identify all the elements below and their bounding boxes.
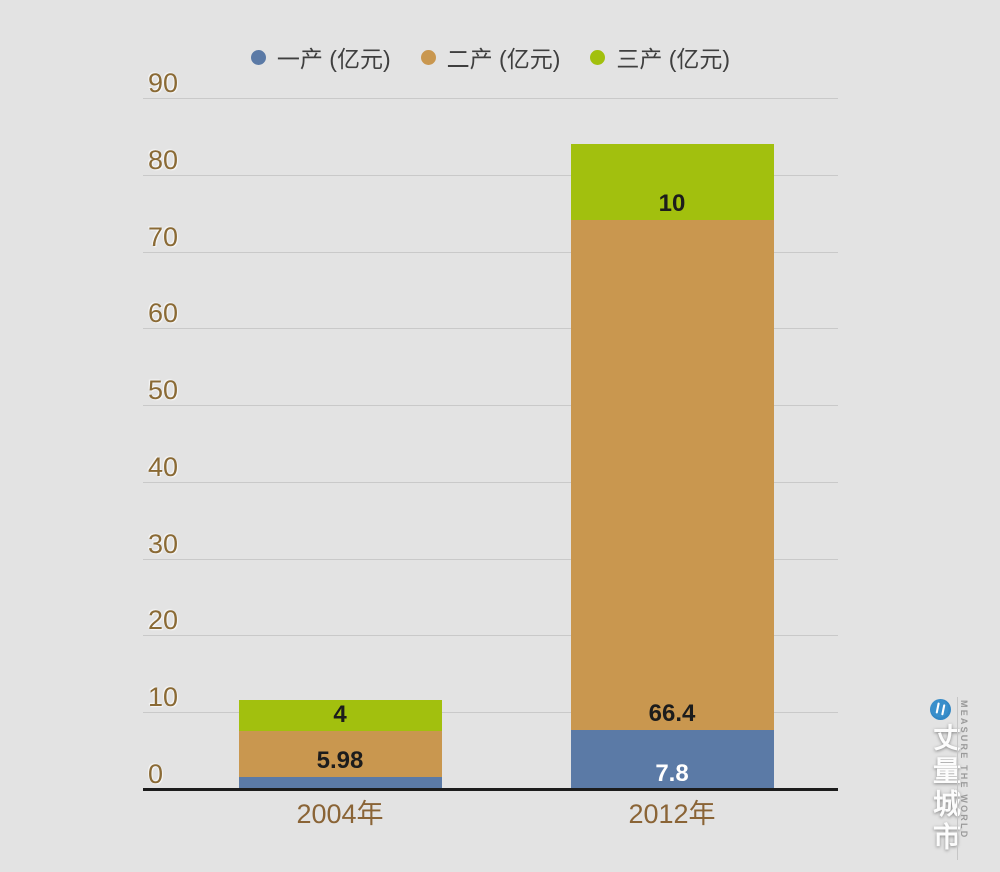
gridline	[143, 328, 838, 329]
bar-data-label: 4	[333, 701, 347, 728]
gridline	[143, 712, 838, 713]
legend-item: 三产 (亿元)	[590, 40, 730, 74]
gridline	[143, 482, 838, 483]
legend-marker-icon	[420, 49, 436, 65]
x-axis-category-label: 2012年	[628, 799, 716, 829]
legend-marker-icon	[250, 49, 266, 65]
watermark-english-text: MEASURE THE WORLD	[959, 700, 969, 840]
legend: 一产 (亿元) 二产 (亿元) 三产 (亿元)	[143, 42, 838, 72]
legend-label: 二产 (亿元)	[446, 46, 561, 72]
bar-segment: 4	[238, 700, 442, 731]
watermark-chinese-text: 丈量城市	[930, 723, 961, 855]
y-axis-tick-label: 0	[148, 759, 164, 789]
y-axis-tick-label: 50	[148, 375, 179, 405]
gridline	[143, 405, 838, 406]
bar-data-label: 5.98	[316, 747, 364, 774]
bar-segment: 7.8	[570, 730, 774, 790]
gridline	[143, 175, 838, 176]
y-axis-tick-label: 20	[148, 605, 179, 635]
gridline	[143, 98, 838, 99]
measure-world-logo-icon	[930, 699, 951, 720]
bar-data-label: 10	[658, 190, 686, 217]
legend-item: 一产 (亿元)	[250, 40, 391, 74]
x-axis-line	[143, 788, 838, 791]
bar-segment: 10	[570, 144, 774, 220]
gridline	[143, 252, 838, 253]
y-axis-tick-label: 40	[148, 452, 179, 482]
bar-segment: 5.98	[238, 731, 442, 777]
watermark-divider	[957, 697, 958, 860]
y-axis-tick-label: 70	[148, 222, 179, 252]
legend-marker-icon	[590, 49, 606, 65]
gridline	[143, 559, 838, 560]
legend-label: 三产 (亿元)	[616, 46, 731, 72]
legend-label: 一产 (亿元)	[276, 46, 391, 72]
bar-segment: 66.4	[570, 220, 774, 730]
gridline	[143, 635, 838, 636]
bar-segment	[238, 777, 442, 790]
bar-data-label: 7.8	[655, 760, 689, 787]
bar-data-label: 66.4	[648, 700, 696, 727]
y-axis-tick-label: 60	[148, 298, 179, 328]
x-axis-category-label: 2004年	[296, 799, 384, 829]
y-axis-tick-label: 10	[148, 682, 179, 712]
y-axis-tick-label: 30	[148, 529, 179, 559]
legend-item: 二产 (亿元)	[420, 40, 561, 74]
y-axis-tick-label: 90	[148, 68, 179, 98]
y-axis-tick-label: 80	[148, 145, 179, 175]
